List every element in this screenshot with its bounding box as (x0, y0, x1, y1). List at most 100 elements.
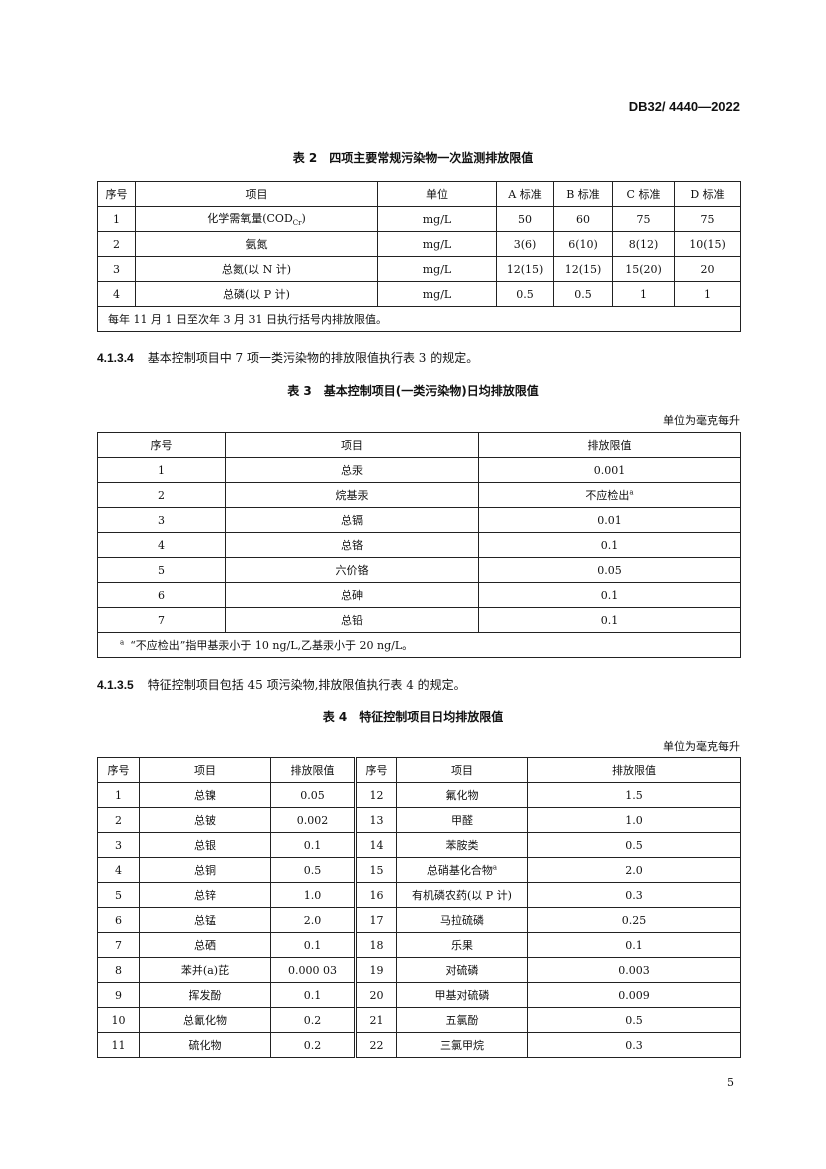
table-cell: 0.003 (527, 957, 741, 983)
table-cell: 总锌 (139, 882, 271, 908)
table-cell: 化学需氧量(CODCr) (135, 206, 378, 232)
table-cell: 1.5 (527, 782, 741, 808)
table-cell: 3 (97, 507, 226, 533)
table3-title: 表 3 基本控制项目(一类污染物)日均排放限值 (287, 384, 539, 398)
clause-text: 基本控制项目中 7 项一类污染物的排放限值执行表 3 的规定。 (147, 351, 479, 365)
cell-text: ) (301, 212, 306, 226)
table-row: 7 总硒 0.1 18 乐果 0.1 (97, 932, 741, 958)
column-header: B 标准 (553, 181, 613, 207)
table-cell: 甲基对硫磷 (396, 982, 528, 1008)
table-cell: 7 (97, 932, 140, 958)
table-row: 7 总铅 0.1 (97, 607, 741, 633)
table-cell: 5 (97, 882, 140, 908)
table-cell: 2.0 (527, 857, 741, 883)
table-cell: 总银 (139, 832, 271, 858)
column-header: 序号 (97, 757, 140, 783)
table-cell: 0.009 (527, 982, 741, 1008)
table-cell: 10 (97, 1007, 140, 1033)
table-row: 4 总铜 0.5 15 总硝基化合物a 2.0 (97, 857, 741, 883)
table-row: 8 苯并(a)芘 0.000 03 19 对硫磷 0.003 (97, 957, 741, 983)
footnote-mark: a (120, 638, 125, 647)
table-cell: 0.1 (478, 532, 741, 558)
table-row: 2 总铍 0.002 13 甲醛 1.0 (97, 807, 741, 833)
table-cell: 75 (612, 206, 675, 232)
table-cell: 6 (97, 907, 140, 933)
table-cell: 5 (97, 557, 226, 583)
column-header: D 标准 (674, 181, 741, 207)
table-cell: 0.25 (527, 907, 741, 933)
subscript: Cr (292, 219, 302, 228)
table-cell: 总铜 (139, 857, 271, 883)
table-cell: 马拉硫磷 (396, 907, 528, 933)
table-cell: 0.05 (478, 557, 741, 583)
table-cell: 12(15) (496, 256, 554, 282)
table-cell: 硫化物 (139, 1032, 271, 1058)
table-cell: 0.5 (527, 1007, 741, 1033)
table-cell: 甲醛 (396, 807, 528, 833)
table-note-row: 每年 11 月 1 日至次年 3 月 31 日执行括号内排放限值。 (97, 306, 741, 332)
table-cell: 不应检出a (478, 482, 741, 508)
table-cell: 14 (354, 832, 397, 858)
table3: 序号 项目 排放限值 1 总汞 0.001 2 烷基汞 不应检出a 3 总镉 0.01 4 总铬 0.1 5 六… (97, 432, 741, 658)
table-cell: 8 (97, 957, 140, 983)
table-cell: 0.3 (527, 882, 741, 908)
table-cell: 17 (354, 907, 397, 933)
table-cell: 总镍 (139, 782, 271, 808)
cell-text: 化学需氧量(COD (207, 212, 293, 226)
table-row: 1 总镍 0.05 12 氟化物 1.5 (97, 782, 741, 808)
table-row: 9 挥发酚 0.1 20 甲基对硫磷 0.009 (97, 982, 741, 1008)
table-cell: 12 (354, 782, 397, 808)
table-cell: 2 (97, 231, 136, 257)
table-cell: 总铅 (225, 607, 479, 633)
clause-number: 4.1.3.5 (97, 678, 134, 692)
table-cell: 总镉 (225, 507, 479, 533)
table-cell: 15(20) (612, 256, 675, 282)
table-cell: 4 (97, 281, 136, 307)
table-cell: 总硒 (139, 932, 271, 958)
table-cell: 有机磷农药(以 P 计) (396, 882, 528, 908)
table4: 序号 项目 排放限值 序号 项目 排放限值 1 总镍 0.05 12 氟化物 1.5 2 总铍 0.002 1… (97, 757, 741, 1058)
table-cell: 总汞 (225, 457, 479, 483)
table-row: 3 总银 0.1 14 苯胺类 0.5 (97, 832, 741, 858)
column-header: 项目 (139, 757, 271, 783)
table-cell: 0.1 (478, 582, 741, 608)
column-header: C 标准 (612, 181, 675, 207)
table-cell: 2 (97, 807, 140, 833)
table-footnote-row: a “不应检出”指甲基汞小于 10 ng/L,乙基汞小于 20 ng/L。 (97, 632, 741, 658)
table-row: 11 硫化物 0.2 22 三氯甲烷 0.3 (97, 1032, 741, 1058)
table-cell: 13 (354, 807, 397, 833)
table-cell: 六价铬 (225, 557, 479, 583)
document-number: DB32/ 4440—2022 (628, 99, 740, 114)
clause-number: 4.1.3.4 (97, 351, 134, 365)
table-row: 2 烷基汞 不应检出a (97, 482, 741, 508)
table-cell: 0.5 (527, 832, 741, 858)
column-header: 排放限值 (478, 432, 741, 458)
table-cell: 2.0 (270, 907, 356, 933)
table-cell: 6(10) (553, 231, 613, 257)
column-header: 序号 (97, 432, 226, 458)
table-cell: 0.1 (270, 982, 356, 1008)
table-cell: 苯胺类 (396, 832, 528, 858)
table-cell: 挥发酚 (139, 982, 271, 1008)
table-cell: 21 (354, 1007, 397, 1033)
table-cell: 总磷(以 P 计) (135, 281, 378, 307)
cell-text: 不应检出 (585, 489, 630, 502)
table-cell: 15 (354, 857, 397, 883)
table-cell: 6 (97, 582, 226, 608)
table-cell: 12(15) (553, 256, 613, 282)
table-cell: 3(6) (496, 231, 554, 257)
table-cell: 1.0 (270, 882, 356, 908)
table-cell: 4 (97, 857, 140, 883)
table-cell: 20 (674, 256, 741, 282)
table-row: 2 氨氮 mg/L 3(6) 6(10) 8(12) 10(15) (97, 231, 741, 257)
table-cell: 三氯甲烷 (396, 1032, 528, 1058)
table-cell: mg/L (377, 231, 497, 257)
table-cell: 0.01 (478, 507, 741, 533)
table2: 序号 项目 单位 A 标准 B 标准 C 标准 D 标准 1 化学需氧量(CODCr) mg/L 5… (97, 181, 741, 332)
clause-text: 特征控制项目包括 45 项污染物,排放限值执行表 4 的规定。 (147, 678, 466, 692)
table-cell: 1 (612, 281, 675, 307)
table-row: 4 总铬 0.1 (97, 532, 741, 558)
table-cell: 0.1 (527, 932, 741, 958)
table-cell: 20 (354, 982, 397, 1008)
table-cell: 0.002 (270, 807, 356, 833)
